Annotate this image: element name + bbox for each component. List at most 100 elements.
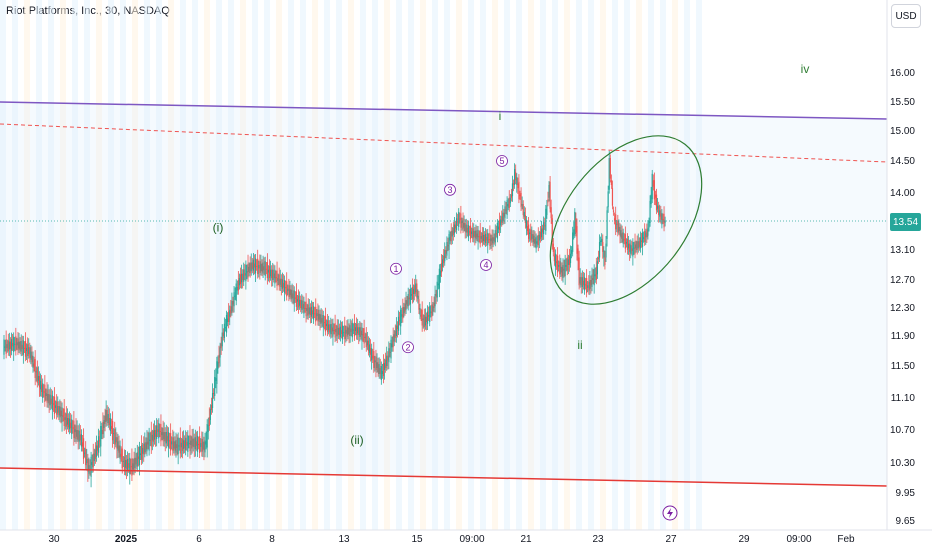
candle-body (487, 232, 489, 246)
trend-lines[interactable] (0, 101, 888, 487)
candle-body (31, 355, 33, 363)
candle-body (225, 315, 228, 333)
session-band (156, 0, 162, 530)
candle-body (452, 227, 454, 235)
candle-body (297, 295, 300, 308)
candle-body (607, 191, 609, 208)
candle-body (308, 307, 310, 314)
candle-body (591, 274, 593, 287)
candle-body (197, 444, 200, 446)
candle-body (391, 343, 393, 348)
candle-body (405, 300, 407, 310)
candle-body (157, 429, 159, 433)
lightning-icon[interactable] (662, 505, 678, 521)
candle-body (63, 408, 65, 426)
candle-body (476, 233, 478, 238)
candle-body (444, 250, 446, 262)
candle-body (501, 216, 503, 223)
wave-count-circle (402, 341, 414, 354)
candle-body (392, 336, 394, 348)
candle-body (107, 414, 109, 423)
candle-body (550, 207, 552, 219)
session-band (504, 0, 510, 530)
candle-body (172, 437, 174, 451)
candle-body (14, 343, 16, 345)
candle-body (466, 227, 468, 233)
candle-body (535, 237, 537, 249)
candle-body (125, 459, 128, 469)
session-band (468, 0, 474, 530)
candle-body (383, 363, 386, 370)
candle-body (510, 194, 512, 198)
candle-body (611, 188, 614, 206)
candle-body (33, 363, 35, 367)
candle-body (448, 234, 450, 250)
candle-body (496, 222, 499, 239)
candle-body (202, 441, 204, 450)
candle-body (486, 237, 488, 241)
candle-body (93, 453, 95, 461)
candle-body (485, 233, 487, 244)
session-band (684, 0, 690, 530)
candle-body (102, 422, 104, 435)
candle-body (19, 341, 21, 350)
session-band (408, 0, 414, 530)
wave-count-label: 1 (393, 264, 398, 274)
candle-body (94, 449, 96, 459)
candle-body (160, 424, 162, 442)
candle-body (56, 401, 58, 415)
session-band (84, 0, 90, 530)
candle-body (121, 448, 123, 469)
session-band (12, 0, 18, 530)
candle-body (416, 283, 418, 298)
candle-body (42, 383, 44, 398)
candle-body (412, 288, 415, 294)
currency-button[interactable]: USD (891, 4, 921, 28)
candle-body (389, 351, 391, 353)
candle-body (231, 301, 233, 312)
candle-body (661, 212, 663, 225)
candle-body (604, 257, 606, 265)
session-band (672, 0, 678, 530)
session-band (516, 0, 522, 530)
highlight-ellipse (549, 135, 703, 305)
candle-body (214, 377, 216, 396)
candle-body (344, 325, 346, 340)
candle-body (638, 241, 640, 247)
candle-body (507, 204, 509, 207)
candle-body (490, 238, 492, 242)
candle-body (167, 432, 170, 448)
price-axis[interactable]: 16.00 15.50 15.00 14.50 14.00 13.10 12.70 12.30… (886, 0, 915, 530)
candle-body (563, 268, 565, 271)
candle-body (636, 241, 638, 250)
candle-body (184, 440, 186, 449)
candle-body (478, 236, 480, 238)
candle-body (469, 225, 472, 239)
candle-body (373, 351, 375, 368)
session-band (624, 0, 630, 530)
candle-body (195, 441, 198, 446)
candle-body (569, 253, 572, 264)
candle-body (256, 265, 258, 267)
time-axis[interactable]: 30 2025 6 8 13 15 09:00 21 23 27 29 09:00 Feb (0, 529, 932, 545)
candle-body (34, 359, 36, 378)
candle-body (480, 235, 482, 239)
candle-body (362, 334, 364, 336)
candle-body (411, 287, 414, 300)
candle-body (309, 307, 311, 315)
candle-body (541, 228, 544, 233)
candle-body (451, 230, 453, 237)
session-band (36, 0, 42, 530)
candle-body (49, 394, 51, 406)
candle-body (209, 409, 211, 420)
candle-body (273, 273, 275, 279)
candle-body (616, 223, 618, 225)
candle-body (275, 277, 277, 279)
candle-body (245, 265, 247, 282)
candle-body (345, 329, 347, 334)
candle-body (357, 327, 359, 334)
upper-channel-line (0, 101, 888, 120)
candle-body (45, 393, 47, 396)
candle-body (531, 234, 533, 239)
